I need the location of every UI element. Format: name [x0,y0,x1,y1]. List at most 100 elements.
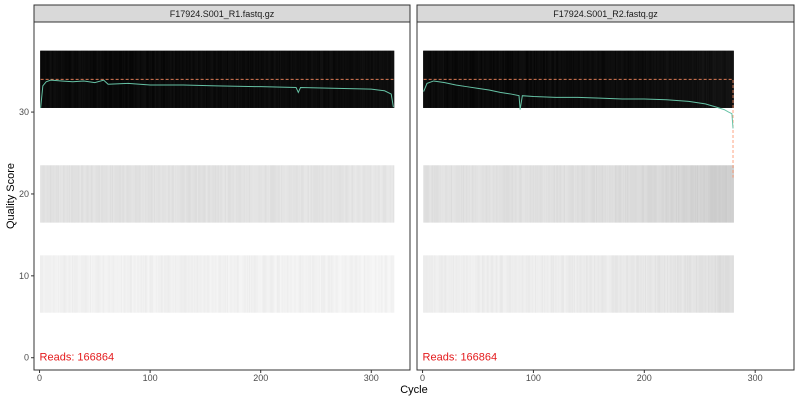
heat-cell [561,165,564,223]
heat-cell [660,165,662,223]
heat-cell [119,50,122,108]
heat-cell [63,165,65,223]
heat-cell [681,165,683,223]
heat-cell [506,255,508,313]
heat-cell [271,255,273,313]
heat-cell [686,50,689,108]
heat-cell [631,50,634,108]
heat-cell [601,165,604,223]
heat-cell [130,165,133,223]
heat-cell [391,165,394,223]
heat-cell [616,50,618,108]
heat-cell [292,255,294,313]
heat-cell [371,255,374,313]
heat-cell [347,255,349,313]
heat-cell [67,255,70,313]
heat-cell [647,50,649,108]
heat-cell [335,255,337,313]
heat-cell [613,165,616,223]
heat-cell [426,165,428,223]
heat-cell [445,165,447,223]
heat-cell [283,50,285,108]
heat-cell [151,165,154,223]
heat-cell [333,255,335,313]
heat-cell [273,50,275,108]
heat-cell [353,50,355,108]
heat-cell [710,255,712,313]
heat-cell [661,50,663,108]
heat-cell [249,165,251,223]
heat-cell [180,255,182,313]
heat-cell [434,165,436,223]
heat-cell [663,255,666,313]
heat-cell [692,255,695,313]
heat-cell [247,165,250,223]
heat-cell [385,255,387,313]
heat-cell [427,255,429,313]
heat-cell [69,255,72,313]
heat-cell [592,165,595,223]
heat-cell [370,165,373,223]
heat-cell [84,255,86,313]
heat-cell [561,50,564,108]
heat-cell [169,50,171,108]
heat-cell [657,50,659,108]
heat-cell [465,255,467,313]
heat-cell [388,255,390,313]
heat-cell [423,165,425,223]
heat-cell [714,255,717,313]
heat-cell [624,165,627,223]
heat-cell [592,255,595,313]
heat-cell [334,255,336,313]
heat-cell [590,255,592,313]
heat-cell [75,165,77,223]
heat-cell [350,165,353,223]
heat-cell [297,255,300,313]
heat-cell [278,165,281,223]
heat-cell [453,165,455,223]
heat-cell [668,255,670,313]
heat-cell [69,165,72,223]
heat-cell [517,165,519,223]
heat-cell [351,165,354,223]
heat-cell [287,165,290,223]
heat-cell [303,255,305,313]
heat-cell [520,165,523,223]
heat-cell [354,50,356,108]
heat-cell [239,255,241,313]
heat-cell [387,255,389,313]
heat-cell [179,255,181,313]
heat-cell [103,165,105,223]
heat-cell [464,165,466,223]
heat-cell [68,165,71,223]
heat-cell [335,165,337,223]
heat-cell [712,255,714,313]
heat-cell [546,165,548,223]
heat-cell [477,255,479,313]
heat-cell [198,50,200,108]
heat-cell [463,255,465,313]
heat-cell [730,255,732,313]
heat-cell [695,255,698,313]
heat-cell [384,165,386,223]
heat-cell [123,50,125,108]
heat-cell [619,165,621,223]
heat-cell [632,165,635,223]
heat-cell [241,165,243,223]
heat-cell [546,50,548,108]
heat-cell [476,50,478,108]
heat-cell [99,50,102,108]
heat-cell [389,50,391,108]
heat-cell [308,50,311,108]
heat-cell [593,255,596,313]
heat-cell [208,255,210,313]
quality-band-3 [40,255,395,313]
heat-cell [519,255,522,313]
heat-cell [616,165,618,223]
heat-cell [76,255,79,313]
heat-cell [537,255,539,313]
heat-cell [273,165,275,223]
heat-cell [498,255,500,313]
heat-cell [304,255,306,313]
